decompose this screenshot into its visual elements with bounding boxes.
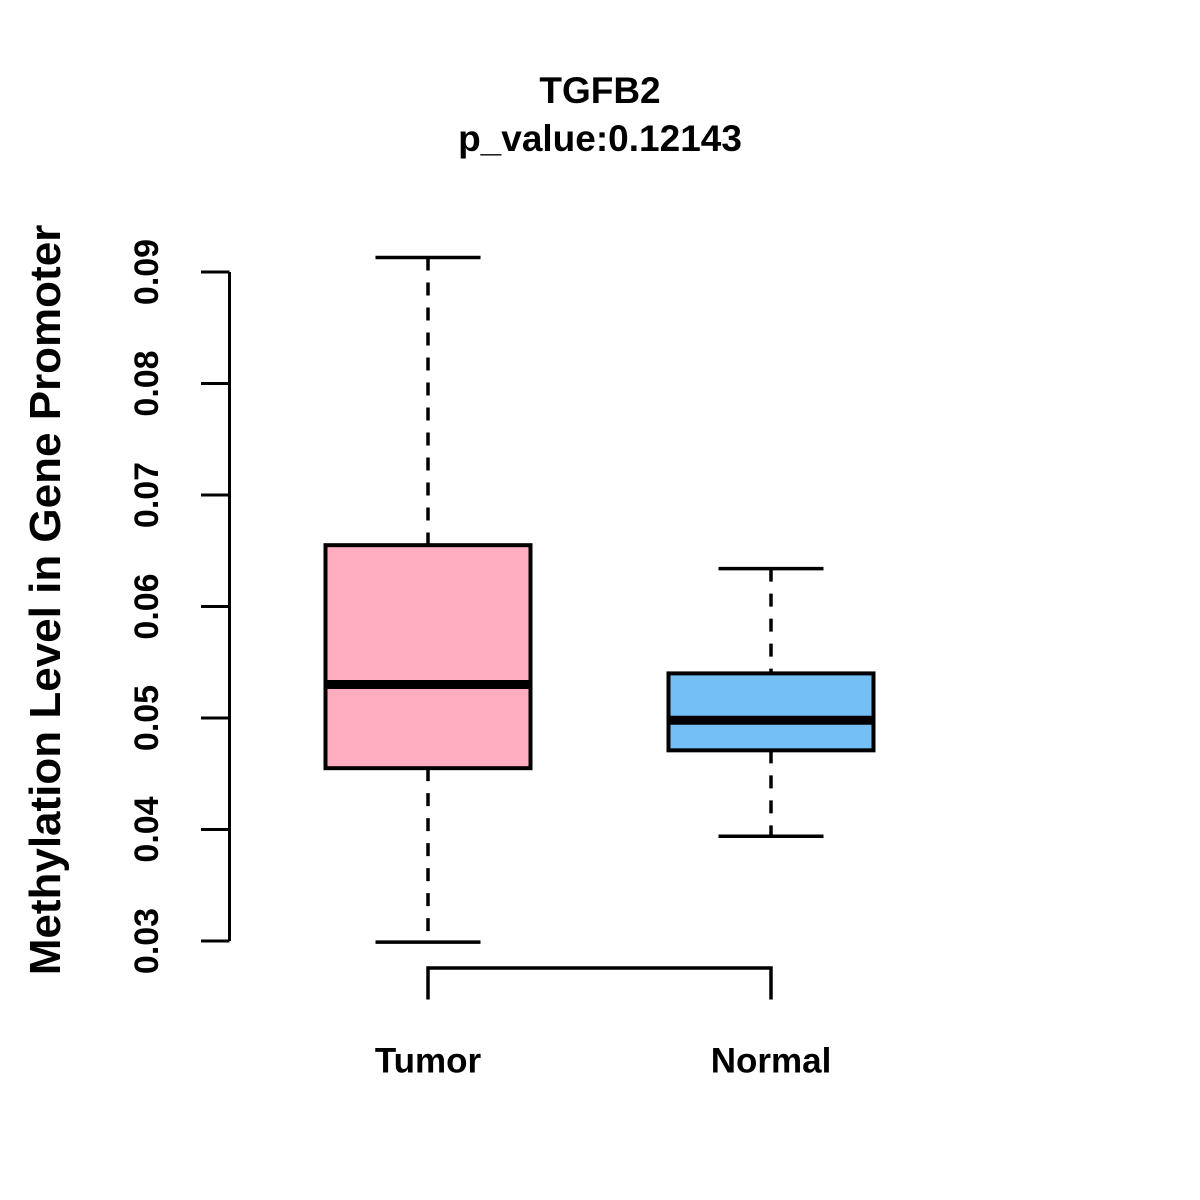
y-tick-label: 0.04 xyxy=(128,796,166,862)
y-tick-label: 0.03 xyxy=(128,908,166,974)
y-tick-label: 0.09 xyxy=(128,239,166,305)
normal-box xyxy=(666,671,876,753)
chart-subtitle-pvalue: p_value:0.12143 xyxy=(458,118,742,159)
x-category-label-normal: Normal xyxy=(711,1042,832,1081)
y-tick-label: 0.07 xyxy=(128,462,166,528)
x-category-label-tumor: Tumor xyxy=(375,1042,482,1081)
chart-title: TGFB2 xyxy=(539,70,661,111)
y-tick-label: 0.08 xyxy=(128,350,166,416)
y-tick-label: 0.05 xyxy=(128,685,166,751)
x-axis-bracket xyxy=(426,966,773,1000)
tumor-box xyxy=(323,543,533,771)
y-tick-label: 0.06 xyxy=(128,573,166,639)
